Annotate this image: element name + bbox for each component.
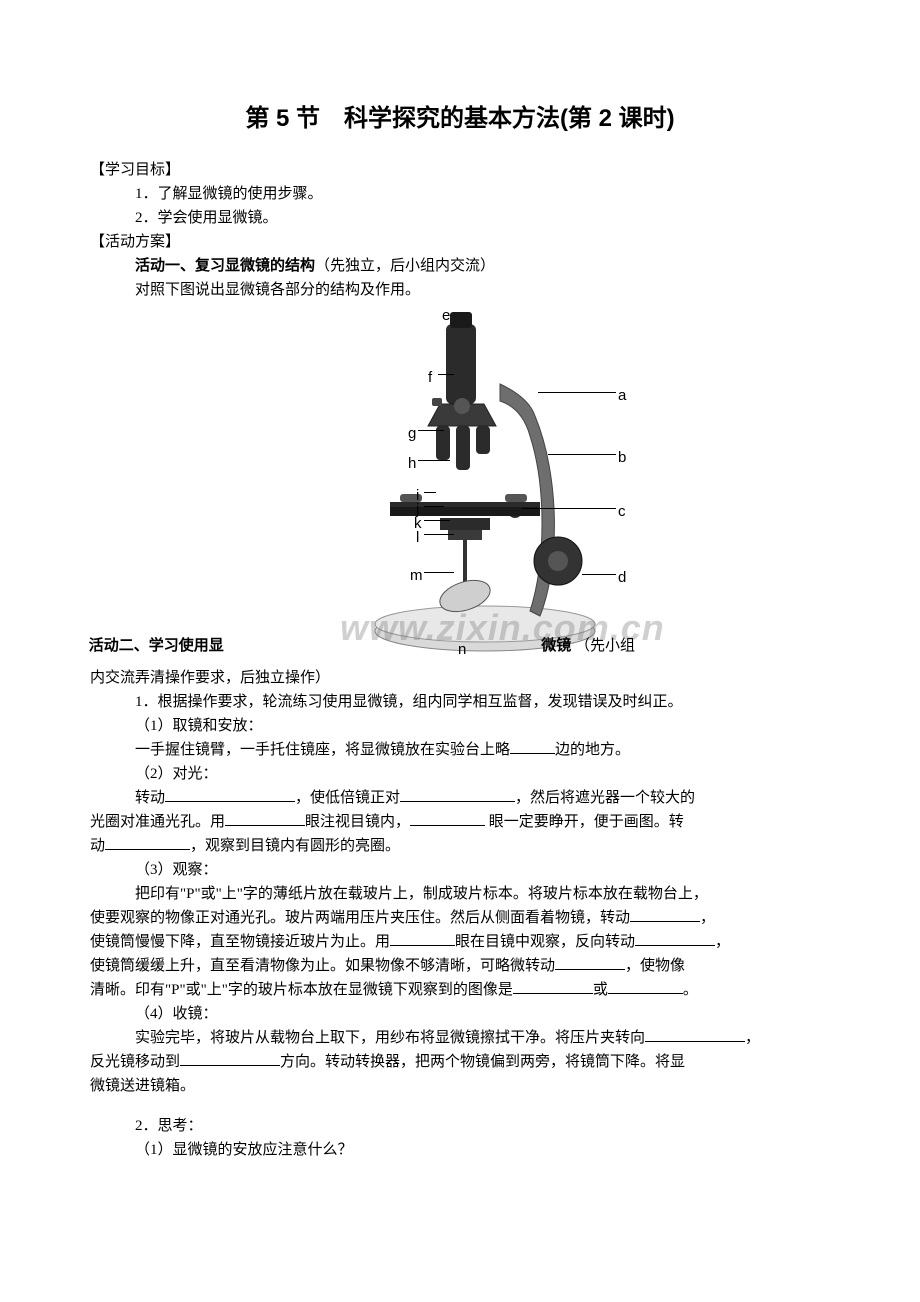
diagram-label-c: c bbox=[618, 500, 626, 524]
step3-line5: 清晰。印有"P"或"上"字的玻片标本放在显微镜下观察到的图像是 或 。 bbox=[90, 978, 830, 1002]
text: 清晰。印有"P"或"上"字的玻片标本放在显微镜下观察到的图像是 bbox=[90, 982, 513, 998]
diagram-lead bbox=[438, 374, 454, 375]
step3-line3: 使镜筒慢慢下降，直至物镜接近玻片为止。用 眼在目镜中观察，反向转动 ， bbox=[90, 930, 830, 954]
goal-item: 2．学会使用显微镜。 bbox=[90, 206, 830, 230]
blank-field[interactable] bbox=[410, 810, 485, 826]
text: ， bbox=[700, 910, 715, 926]
text: ，使物像 bbox=[625, 958, 685, 974]
step2-line1: 转动 ，使低倍镜正对 ，然后将遮光器一个较大的 bbox=[90, 786, 830, 810]
diagram-label-e: e bbox=[442, 304, 450, 328]
diagram-lead bbox=[418, 430, 444, 431]
diagram-lead bbox=[582, 574, 616, 575]
activity2-title-part2: 微镜 bbox=[541, 638, 571, 654]
diagram-lead bbox=[424, 506, 444, 507]
text: 眼一定要睁开，便于画图。转 bbox=[485, 814, 684, 830]
diagram-label-g: g bbox=[408, 422, 416, 446]
blank-field[interactable] bbox=[635, 930, 715, 946]
text: ， bbox=[715, 934, 730, 950]
text: 使镜筒慢慢下降，直至物镜接近玻片为止。用 bbox=[90, 934, 390, 950]
step2-line3: 动 ，观察到目镜内有圆形的亮圈。 bbox=[90, 834, 830, 858]
diagram-lead bbox=[418, 460, 450, 461]
activity2-heading-line: 活动二、学习使用显 微镜 （先小组 bbox=[40, 634, 780, 658]
step1-line: 一手握住镜臂，一手托住镜座，将显微镜放在实验台上略 边的地方。 bbox=[90, 738, 830, 762]
diagram-label-l: l bbox=[416, 526, 419, 550]
blank-field[interactable] bbox=[555, 954, 625, 970]
text: 使镜筒缓缓上升，直至看清物像为止。如果物像不够清晰，可略微转动 bbox=[90, 958, 555, 974]
activity1-body: 对照下图说出显微镜各部分的结构及作用。 bbox=[90, 278, 830, 302]
text: 眼注视目镜内， bbox=[305, 814, 410, 830]
plan-heading: 【活动方案】 bbox=[90, 230, 830, 254]
blank-field[interactable] bbox=[105, 834, 190, 850]
step4-line3: 微镜送进镜箱。 bbox=[90, 1074, 830, 1098]
step2-line2: 光圈对准通光孔。用 眼注视目镜内， 眼一定要睁开，便于画图。转 bbox=[90, 810, 830, 834]
text: ，观察到目镜内有圆形的亮圈。 bbox=[190, 838, 400, 854]
page-title: 第 5 节 科学探究的基本方法(第 2 课时) bbox=[90, 100, 830, 138]
diagram-lead bbox=[424, 520, 450, 521]
blank-field[interactable] bbox=[180, 1050, 280, 1066]
microscope-diagram-wrap: e f g h i j k l m n a b c d bbox=[90, 306, 830, 666]
text: 转动 bbox=[135, 790, 165, 806]
diagram-label-a: a bbox=[618, 384, 626, 408]
text: 使要观察的物像正对通光孔。玻片两端用压片夹压住。然后从侧面看着物镜，转动 bbox=[90, 910, 630, 926]
diagram-lead bbox=[424, 572, 454, 573]
diagram-label-h: h bbox=[408, 452, 416, 476]
diagram-lead bbox=[424, 492, 436, 493]
activity1-note: （先独立，后小组内交流） bbox=[315, 258, 495, 274]
goals-heading: 【学习目标】 bbox=[90, 158, 830, 182]
blank-field[interactable] bbox=[645, 1026, 745, 1042]
step3-heading: （3）观察： bbox=[90, 858, 830, 882]
activity1-heading: 活动一、复习显微镜的结构（先独立，后小组内交流） bbox=[90, 254, 830, 278]
blank-field[interactable] bbox=[630, 906, 700, 922]
diagram-lead bbox=[548, 454, 616, 455]
text: 。 bbox=[683, 982, 698, 998]
diagram-label-b: b bbox=[618, 446, 626, 470]
blank-field[interactable] bbox=[225, 810, 305, 826]
step4-line2: 反光镜移动到 方向。转动转换器，把两个物镜偏到两旁，将镜筒下降。将显 bbox=[90, 1050, 830, 1074]
text: ，使低倍镜正对 bbox=[295, 790, 400, 806]
step2-heading: （2）对光： bbox=[90, 762, 830, 786]
diagram-label-m: m bbox=[410, 564, 423, 588]
text: 边的地方。 bbox=[555, 742, 630, 758]
text: 或 bbox=[593, 982, 608, 998]
blank-field[interactable] bbox=[608, 978, 683, 994]
activity2-note-part1: （先小组 bbox=[571, 638, 635, 654]
text: 眼在目镜中观察，反向转动 bbox=[455, 934, 635, 950]
text: 一手握住镜臂，一手托住镜座，将显微镜放在实验台上略 bbox=[135, 742, 510, 758]
diagram-lead bbox=[522, 508, 616, 509]
think-heading: 2．思考： bbox=[90, 1114, 830, 1138]
text: 实验完毕，将玻片从载物台上取下，用纱布将显微镜擦拭干净。将压片夹转向 bbox=[135, 1030, 645, 1046]
text: 光圈对准通光孔。用 bbox=[90, 814, 225, 830]
step4-heading: （4）收镜： bbox=[90, 1002, 830, 1026]
step3-line4: 使镜筒缓缓上升，直至看清物像为止。如果物像不够清晰，可略微转动 ，使物像 bbox=[90, 954, 830, 978]
step3-line2: 使要观察的物像正对通光孔。玻片两端用压片夹压住。然后从侧面看着物镜，转动 ， bbox=[90, 906, 830, 930]
diagram-lead bbox=[538, 392, 616, 393]
text: 方向。转动转换器，把两个物镜偏到两旁，将镜筒下降。将显 bbox=[280, 1054, 685, 1070]
activity2-note-cont: 内交流弄清操作要求，后独立操作） bbox=[90, 666, 830, 690]
blank-field[interactable] bbox=[510, 738, 555, 754]
diagram-lead bbox=[424, 534, 454, 535]
text: ， bbox=[745, 1030, 760, 1046]
think-q1: （1）显微镜的安放应注意什么？ bbox=[90, 1138, 830, 1162]
blank-field[interactable] bbox=[400, 786, 515, 802]
text: ，然后将遮光器一个较大的 bbox=[515, 790, 695, 806]
activity2-p1: 1．根据操作要求，轮流练习使用显微镜，组内同学相互监督，发现错误及时纠正。 bbox=[90, 690, 830, 714]
activity2-title-part1: 活动二、学习使用显 bbox=[89, 638, 224, 654]
step4-line1: 实验完毕，将玻片从载物台上取下，用纱布将显微镜擦拭干净。将压片夹转向 ， bbox=[90, 1026, 830, 1050]
blank-field[interactable] bbox=[513, 978, 593, 994]
step3-line1: 把印有"P"或"上"字的薄纸片放在载玻片上，制成玻片标本。将玻片标本放在载物台上… bbox=[90, 882, 830, 906]
diagram-label-f: f bbox=[428, 366, 432, 390]
text: 反光镜移动到 bbox=[90, 1054, 180, 1070]
microscope-svg bbox=[290, 306, 680, 666]
activity1-title: 活动一、复习显微镜的结构 bbox=[135, 258, 315, 274]
blank-field[interactable] bbox=[390, 930, 455, 946]
goal-item: 1．了解显微镜的使用步骤。 bbox=[90, 182, 830, 206]
blank-field[interactable] bbox=[165, 786, 295, 802]
diagram-label-d: d bbox=[618, 566, 626, 590]
step1-heading: （1）取镜和安放： bbox=[90, 714, 830, 738]
microscope-diagram: e f g h i j k l m n a b c d bbox=[290, 306, 680, 666]
text: 动 bbox=[90, 838, 105, 854]
